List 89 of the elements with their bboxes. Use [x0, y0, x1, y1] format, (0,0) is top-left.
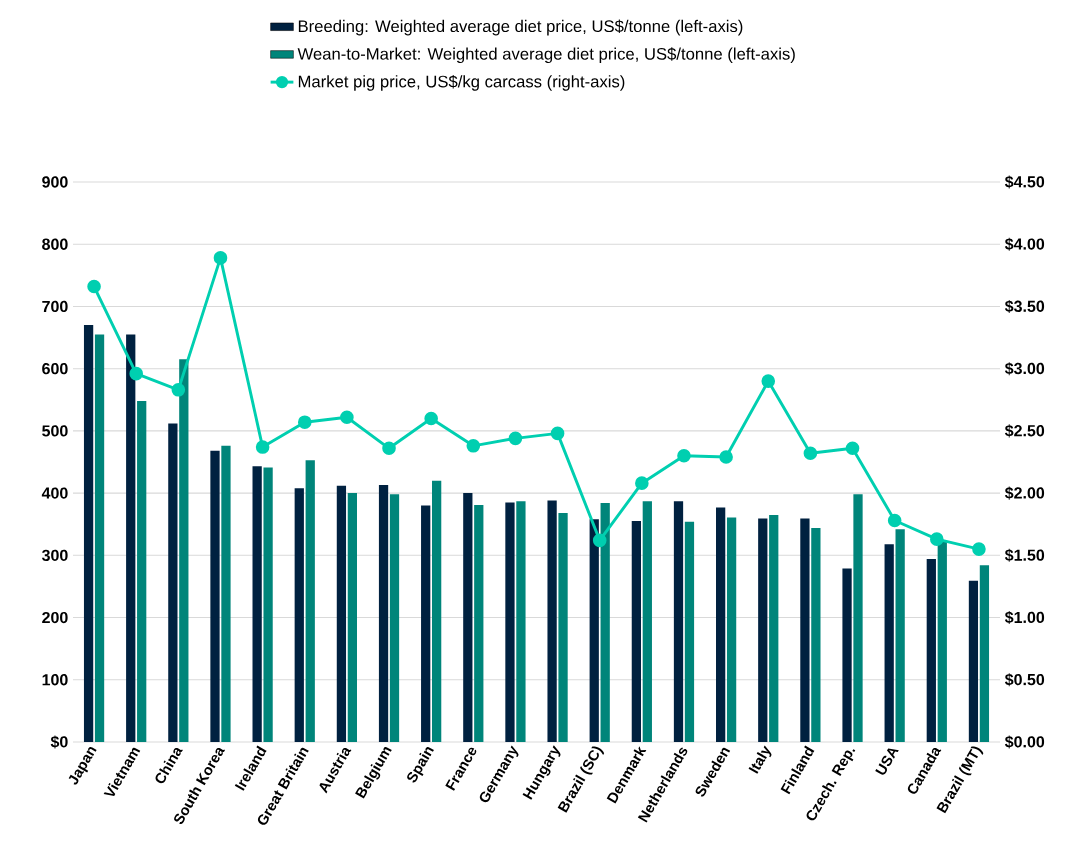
y-tick-label: $0 — [50, 735, 68, 749]
y-tick-label: 900 — [42, 176, 68, 188]
bar — [884, 544, 894, 742]
bar — [347, 493, 357, 742]
bar — [505, 502, 515, 742]
y-tick-label: 800 — [42, 238, 68, 250]
bar — [684, 521, 695, 742]
point — [340, 410, 354, 425]
y2-tick-label: $3.50 — [1004, 299, 1045, 313]
bar — [811, 527, 821, 742]
y2-tick-label: $2.50 — [1004, 424, 1045, 438]
bar — [210, 450, 220, 742]
bar — [926, 559, 936, 742]
bar — [83, 325, 94, 742]
bar — [758, 518, 768, 742]
y2-tick-label: $2.00 — [1004, 486, 1045, 500]
point — [213, 251, 228, 265]
point — [761, 374, 776, 388]
point — [424, 411, 438, 426]
bar — [378, 485, 389, 742]
point — [382, 441, 396, 456]
point — [297, 415, 312, 429]
y-tick-label: 200 — [42, 611, 68, 624]
point — [255, 440, 270, 454]
point — [171, 383, 186, 397]
bar — [800, 518, 810, 742]
bar — [769, 514, 779, 742]
bar — [252, 466, 262, 742]
point — [508, 431, 523, 446]
y-tick-label: 600 — [42, 363, 68, 375]
bar — [853, 494, 863, 742]
bar — [516, 501, 526, 742]
bar — [463, 493, 473, 742]
bar — [137, 401, 147, 742]
point — [592, 533, 607, 548]
point — [972, 542, 986, 556]
bar — [895, 529, 905, 742]
bar — [558, 513, 568, 742]
bar — [179, 359, 189, 742]
bar — [421, 505, 431, 742]
bar — [937, 541, 947, 742]
y-tick-label: 300 — [41, 549, 68, 562]
bar — [168, 423, 178, 742]
bar — [263, 467, 273, 742]
bar — [673, 501, 684, 742]
y2-tick-label: $1.00 — [1004, 611, 1045, 625]
point — [635, 476, 649, 490]
bar — [389, 494, 400, 742]
point — [719, 450, 733, 464]
point — [466, 439, 481, 453]
y-tick-label: 500 — [42, 425, 68, 437]
bar — [716, 507, 726, 742]
bar — [126, 334, 136, 742]
point — [677, 448, 691, 463]
bar — [842, 568, 852, 742]
bar — [432, 480, 442, 742]
bar — [94, 334, 105, 742]
bar — [631, 521, 641, 742]
point — [845, 441, 860, 456]
bar — [474, 504, 484, 742]
bar — [600, 503, 610, 742]
point — [129, 366, 144, 381]
point — [550, 426, 565, 441]
y-tick-label: 400 — [41, 487, 68, 499]
point — [887, 513, 902, 528]
y-tick-label: 100 — [42, 674, 68, 686]
bar — [589, 519, 599, 742]
bar — [979, 565, 990, 742]
bar — [968, 580, 979, 742]
y2-tick-label: $4.00 — [1004, 237, 1045, 251]
y2-tick-label: $0.00 — [1004, 735, 1045, 749]
y2-tick-label: $3.00 — [1004, 362, 1045, 376]
bar — [726, 517, 737, 742]
legend-label: Breeding: Weighted average diet price, US$/tonne (left-axis) — [298, 19, 743, 36]
point — [930, 532, 944, 546]
y2-tick-label: $0.50 — [1004, 673, 1045, 687]
y-tick-label: 700 — [42, 300, 68, 313]
point — [803, 446, 818, 461]
bar — [294, 488, 304, 742]
y2-tick-label: $4.50 — [1004, 175, 1045, 189]
bar — [642, 501, 652, 742]
point — [87, 279, 101, 294]
y2-tick-label: $1.50 — [1004, 548, 1045, 562]
bar — [221, 445, 231, 742]
bar — [305, 460, 315, 742]
legend-label: Market pig price, US$/kg carcass (right-axis) — [298, 74, 625, 91]
legend-label: Wean-to-Market: Weighted average diet price, US$/tonne (left-axis) — [297, 47, 795, 64]
bar — [336, 485, 347, 742]
bar — [547, 500, 557, 742]
